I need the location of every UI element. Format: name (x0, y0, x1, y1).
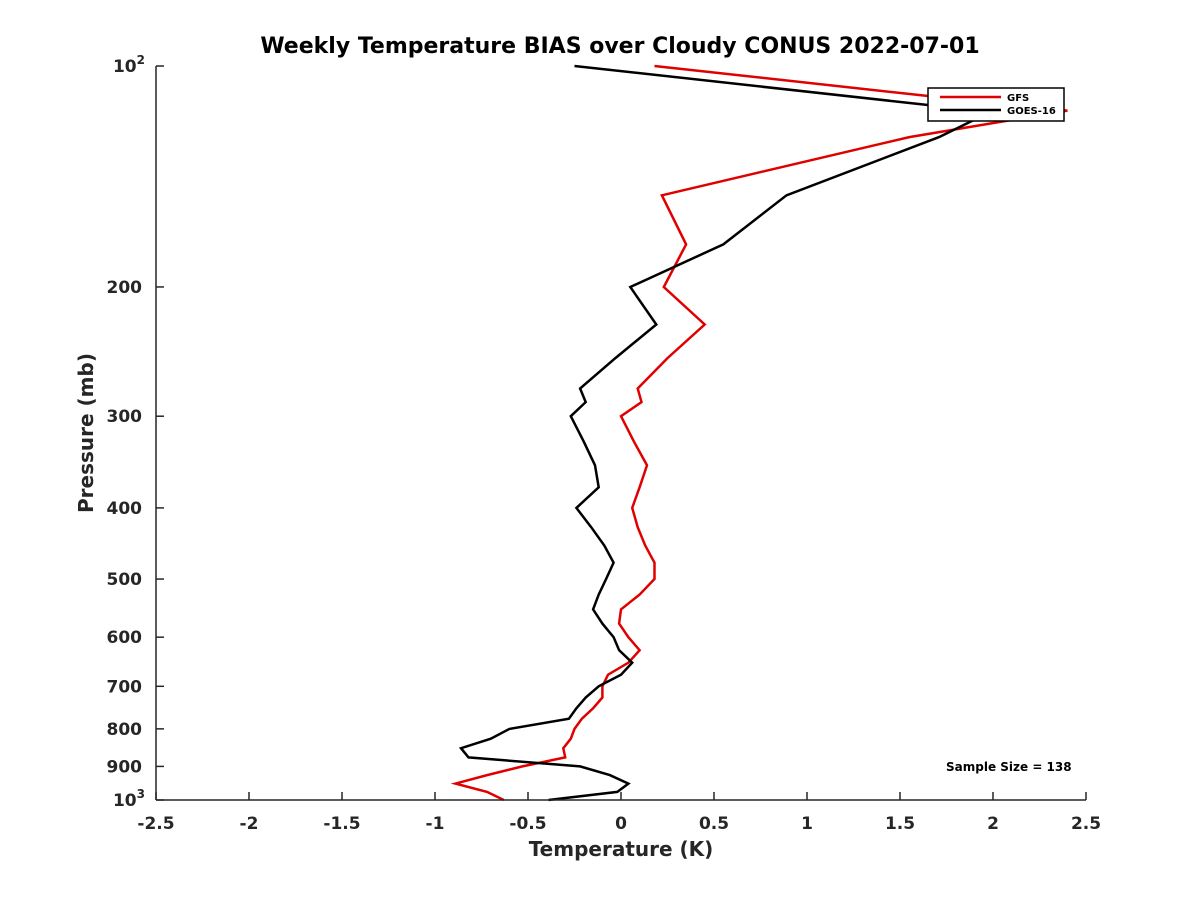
legend-label-goes16: GOES-16 (1007, 106, 1056, 117)
y-tick-label: 400 (107, 499, 143, 519)
x-tick-label: -1.5 (323, 814, 360, 834)
legend-box (927, 87, 1065, 122)
x-tick-label: 1 (801, 814, 813, 834)
x-tick-label: -0.5 (509, 814, 546, 834)
y-axis-ticks: 102 200 300 400 500 600 700 800 900 103 (107, 53, 164, 811)
y-tick-label: 800 (107, 720, 143, 740)
x-axis-label: Temperature (K) (529, 837, 714, 861)
x-tick-label: 0 (615, 814, 627, 834)
y-tick-label: 700 (107, 677, 143, 697)
x-tick-label: 2 (987, 814, 999, 834)
x-tick-label: -2 (240, 814, 259, 834)
legend-label-gfs: GFS (1007, 93, 1029, 104)
x-tick-label: 1.5 (885, 814, 915, 834)
x-tick-label: 2.5 (1071, 814, 1101, 834)
plot-area (450, 64, 1068, 802)
y-tick-label: 500 (107, 570, 143, 590)
y-tick-label: 600 (107, 628, 143, 648)
x-tick-label: -2.5 (137, 814, 174, 834)
y-tick-label: 200 (107, 278, 143, 298)
x-tick-label: 0.5 (699, 814, 729, 834)
series-line-goes16 (458, 64, 998, 802)
legend: GFS GOES-16 (927, 87, 1065, 122)
y-tick-label: 103 (113, 787, 145, 811)
chart-title: Weekly Temperature BIAS over Cloudy CONU… (260, 34, 979, 59)
y-tick-label: 300 (107, 407, 143, 427)
y-tick-label: 900 (107, 757, 143, 777)
x-tick-label: -1 (426, 814, 445, 834)
sample-size-annotation: Sample Size = 138 (946, 760, 1072, 774)
series-line-gfs (450, 64, 1068, 802)
y-axis-label: Pressure (mb) (74, 353, 98, 513)
y-tick-label: 102 (113, 53, 145, 77)
x-axis-ticks: -2.5 -2 -1.5 -1 -0.5 0 0.5 1 1.5 2 2.5 (137, 792, 1101, 834)
